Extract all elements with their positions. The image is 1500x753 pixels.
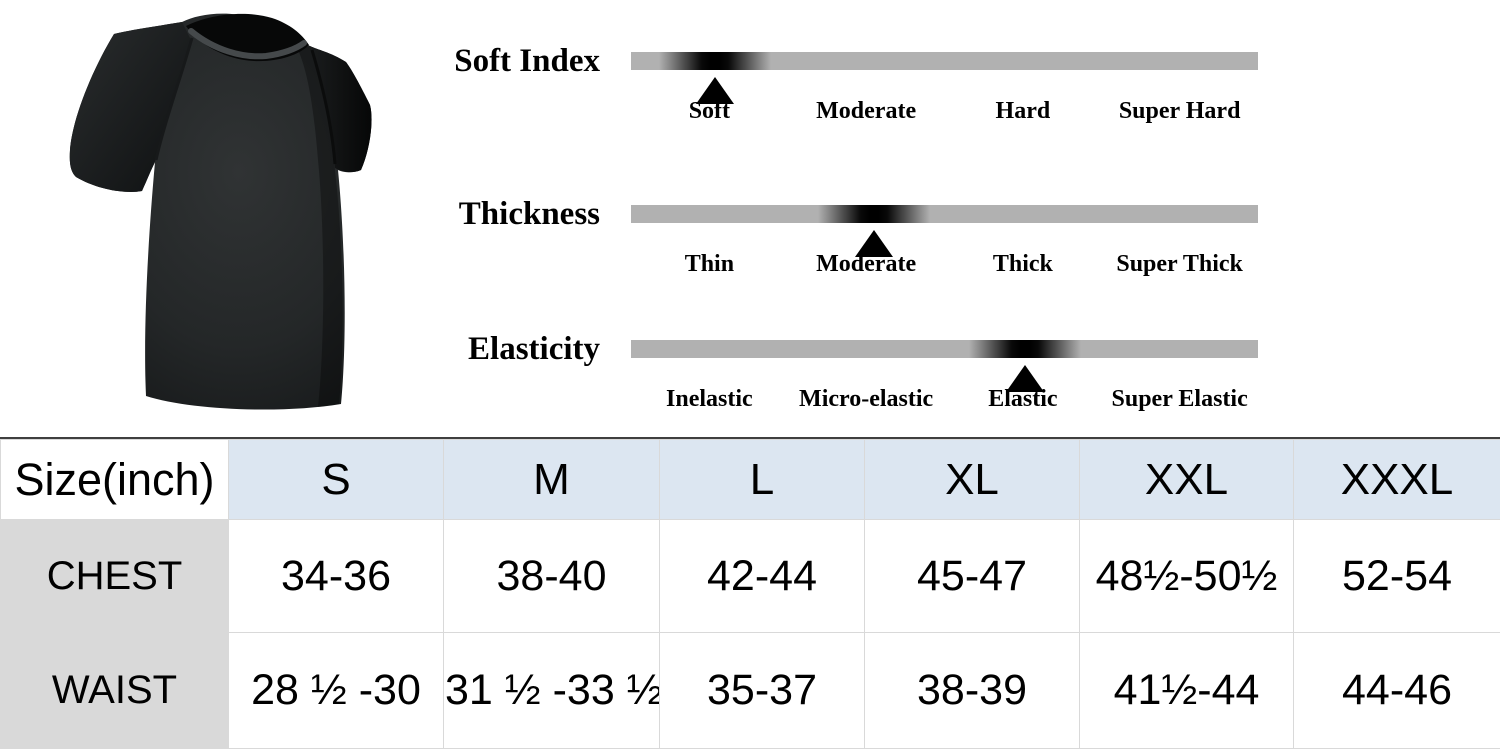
scale-label: Super Elastic (1111, 386, 1248, 412)
header-cell-m: M (443, 439, 660, 520)
tshirt-right-seam (310, 49, 337, 165)
triangle-marker-icon (696, 77, 735, 104)
chest-l: 42-44 (659, 519, 865, 633)
scale-label: Super Thick (1116, 251, 1243, 277)
waist-l: 35-37 (659, 632, 865, 749)
chest-xxxl: 52-54 (1293, 519, 1500, 633)
size-table: Size(inch) S M L XL XXL XXXL CHEST 34-36… (0, 439, 1500, 749)
table-header-row: Size(inch) S M L XL XXL XXXL (0, 439, 1500, 520)
header-cell-s: S (228, 439, 444, 520)
tshirt-side-shadow (298, 46, 343, 407)
chest-s: 34-36 (228, 519, 444, 633)
scale-title: Soft Index (454, 42, 600, 79)
table-row-chest: CHEST 34-36 38-40 42-44 45-47 48½-50½ 52… (0, 519, 1500, 633)
tshirt-product-photo (69, 13, 372, 410)
scale-label: Thick (992, 251, 1053, 277)
triangle-marker-icon (855, 230, 894, 257)
scale-label: Hard (995, 98, 1051, 124)
tshirt-right-sleeve (310, 46, 372, 173)
tshirt-collar-band (188, 28, 307, 60)
waist-m: 31 ½ -33 ½ (443, 632, 660, 749)
scale-labels: Inelastic Micro-elastic Elastic Super El… (631, 385, 1258, 414)
scale-label: Moderate (816, 98, 917, 124)
waist-xxl: 41½-44 (1079, 632, 1294, 749)
header-cell-size-inch: Size(inch) (0, 439, 229, 520)
scale-labels: Thin Moderate Thick Super Thick (631, 250, 1258, 279)
table-row-waist: WAIST 28 ½ -30 31 ½ -33 ½ 35-37 38-39 41… (0, 632, 1500, 749)
chest-xxl: 48½-50½ (1079, 519, 1294, 633)
row-label-chest: CHEST (0, 519, 229, 633)
scale-row-thickness: Thickness Thin Moderate Thick Super Thic… (430, 196, 1260, 279)
scale-value-blob (818, 205, 931, 223)
scale-value-blob (968, 340, 1081, 358)
scale-label: Thin (684, 251, 735, 277)
scale-title: Thickness (458, 195, 600, 232)
waist-xl: 38-39 (864, 632, 1080, 749)
scale-title: Elasticity (468, 330, 600, 367)
chest-xl: 45-47 (864, 519, 1080, 633)
scale-row-elasticity: Elasticity Inelastic Micro-elastic Elast… (430, 331, 1260, 414)
row-label-waist: WAIST (0, 632, 229, 749)
scale-row-soft-index: Soft Index Soft Moderate Hard Super Hard (430, 43, 1260, 126)
size-chart: Size(inch) S M L XL XXL XXXL CHEST 34-36… (0, 437, 1500, 749)
scale-label: Micro-elastic (799, 386, 934, 412)
tshirt-left-seam (154, 37, 194, 161)
scale-value-blob (659, 52, 772, 70)
chest-m: 38-40 (443, 519, 660, 633)
triangle-marker-icon (1005, 365, 1044, 392)
header-cell-xxl: XXL (1079, 439, 1294, 520)
scale-label: Inelastic (666, 386, 753, 412)
scale-labels: Soft Moderate Hard Super Hard (631, 97, 1258, 126)
scale-bar (631, 52, 1258, 104)
header-cell-xl: XL (864, 439, 1080, 520)
header-cell-xxxl: XXXL (1293, 439, 1500, 520)
waist-s: 28 ½ -30 (228, 632, 444, 749)
scale-label: Super Hard (1118, 98, 1241, 124)
scale-bar (631, 205, 1258, 257)
header-cell-l: L (659, 439, 865, 520)
scale-bar (631, 340, 1258, 392)
tshirt-left-sleeve (69, 22, 191, 192)
waist-xxxl: 44-46 (1293, 632, 1500, 749)
